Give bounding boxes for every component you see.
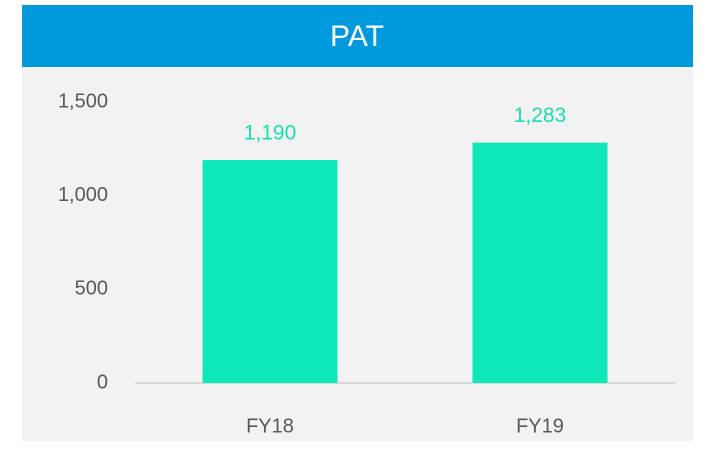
y-tick-label: 500	[75, 278, 108, 300]
chart-title: PAT	[330, 20, 384, 53]
bar	[202, 160, 338, 383]
x-tick-label: FY18	[246, 415, 294, 437]
bar	[472, 142, 608, 383]
y-tick-label: 1,500	[58, 90, 108, 112]
y-tick-label: 1,000	[58, 184, 108, 206]
value-label: 1,190	[244, 122, 297, 145]
y-tick-label: 0	[97, 371, 108, 393]
x-tick-label: FY19	[516, 415, 564, 437]
title-bar	[22, 5, 693, 67]
value-label: 1,283	[514, 104, 567, 127]
